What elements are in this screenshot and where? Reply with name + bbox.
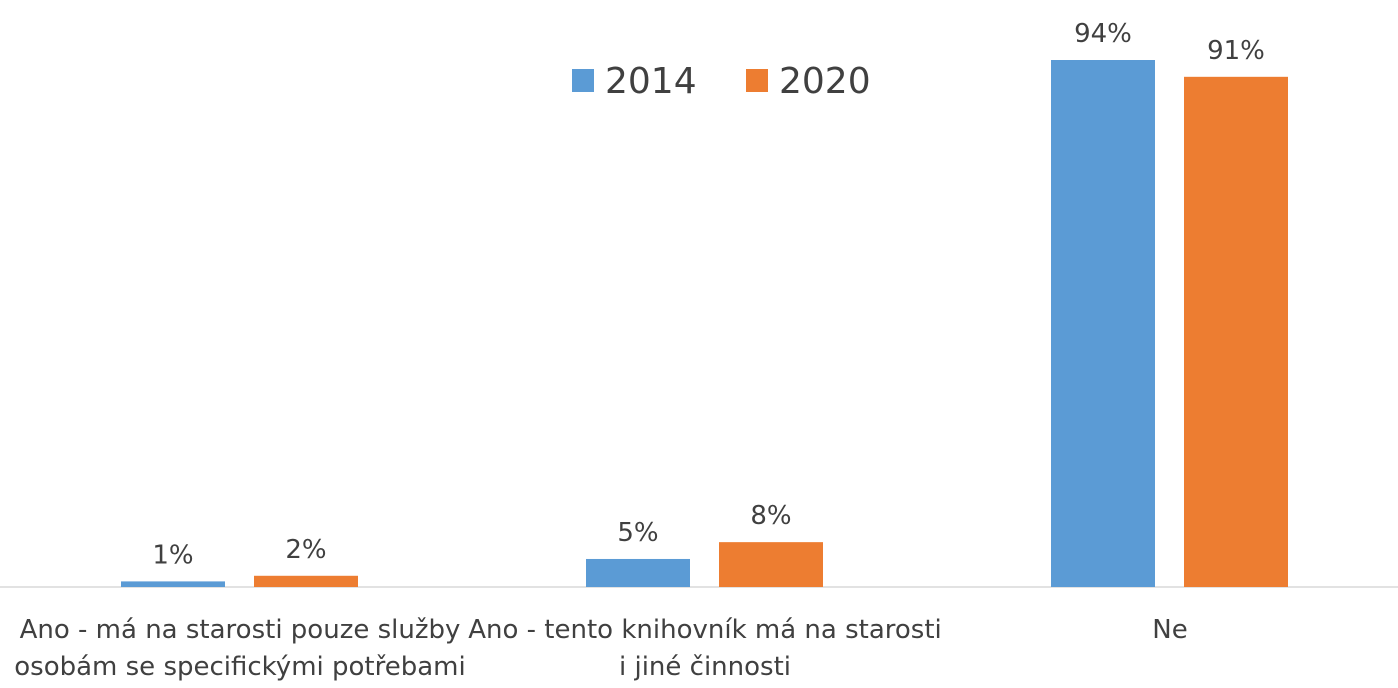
x-tick-label: Ano - má na starosti pouze služby osobám… [14,615,466,682]
legend-label: 2014 [605,61,697,102]
bar [121,581,225,587]
value-label: 91% [1207,36,1265,66]
x-tick-label: Ano - tento knihovník má na starosti i j… [468,615,942,682]
value-label: 8% [750,501,791,531]
bar [719,542,823,587]
bar [1051,60,1155,587]
value-label: 1% [152,540,193,570]
value-label: 2% [285,535,326,565]
legend-label: 2020 [779,61,871,102]
value-label: 5% [617,518,658,548]
bar [254,575,358,587]
bar [1184,76,1288,587]
legend-swatch [572,69,594,92]
legend-swatch [746,69,768,92]
value-label: 94% [1074,19,1132,49]
bar [586,558,690,587]
x-tick-label: Ne [1152,615,1188,645]
